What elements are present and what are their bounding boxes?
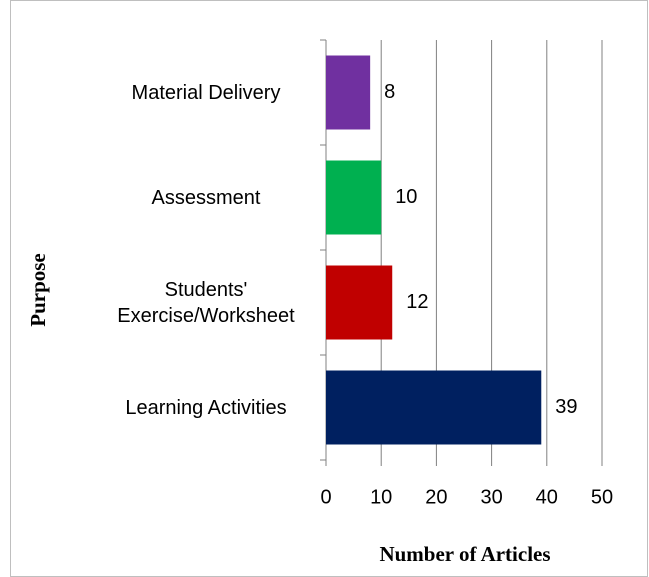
y-tick-label: Assessment xyxy=(151,186,261,209)
x-axis-title: Number of Articles xyxy=(379,542,550,566)
x-tick-label: 10 xyxy=(370,486,392,508)
y-tick-label: Students' Exercise/Worksheet xyxy=(117,278,295,327)
bar xyxy=(326,55,371,130)
bar xyxy=(326,370,542,445)
y-tick-label: Material Delivery xyxy=(131,81,281,104)
x-tick-label: 30 xyxy=(480,486,502,508)
data-label: 12 xyxy=(406,291,428,313)
x-tick-label: 0 xyxy=(320,486,331,508)
x-tick-label: 50 xyxy=(591,486,613,508)
y-tick-label: Learning Activities xyxy=(125,396,287,419)
data-label: 10 xyxy=(395,186,417,208)
data-label: 39 xyxy=(555,396,577,418)
x-tick-label: 20 xyxy=(425,486,447,508)
data-label: 8 xyxy=(384,81,395,103)
bar xyxy=(326,265,393,340)
y-axis-title: Purpose xyxy=(26,253,50,327)
x-tick-label: 40 xyxy=(536,486,558,508)
bar xyxy=(326,160,382,235)
